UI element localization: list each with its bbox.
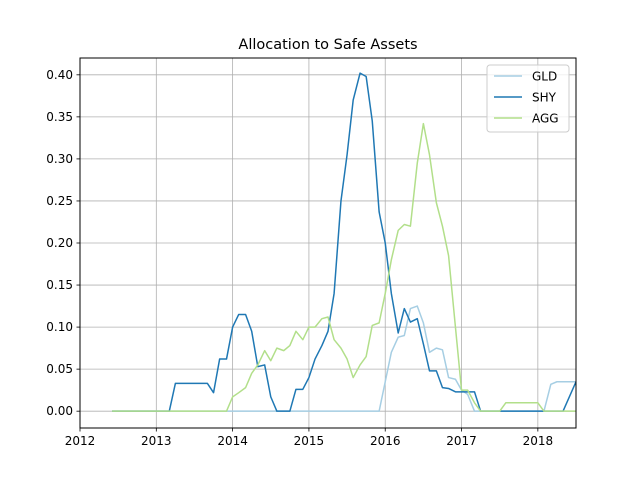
series-line-agg [112,122,576,412]
y-tick-label: 0.15 [46,278,73,292]
y-tick-label: 0.35 [46,110,73,124]
legend: GLD SHY AGG [486,64,570,133]
x-tick-label: 2018 [523,434,554,448]
y-axis: 0.00 0.05 0.10 0.15 0.20 0.25 0.30 0.35 0.40 [46,68,80,418]
y-tick-label: 0.00 [46,404,73,418]
y-tick-label: 0.40 [46,68,73,82]
series-layer [112,72,576,412]
y-tick-label: 0.20 [46,236,73,250]
x-tick-label: 2016 [370,434,401,448]
x-tick-label: 2014 [217,434,248,448]
y-tick-label: 0.30 [46,152,73,166]
series-line-shy [112,72,576,412]
legend-label-agg: AGG [532,112,559,126]
x-axis: 2012 2013 2014 2015 2016 2017 2018 [65,428,553,448]
y-tick-label: 0.25 [46,194,73,208]
legend-label-shy: SHY [532,91,557,105]
chart-title: Allocation to Safe Assets [238,37,417,53]
x-tick-label: 2015 [294,434,325,448]
y-tick-label: 0.10 [46,320,73,334]
legend-box [486,64,570,133]
y-tick-label: 0.05 [46,362,73,376]
x-tick-label: 2017 [446,434,477,448]
x-tick-label: 2013 [141,434,172,448]
x-tick-label: 2012 [65,434,96,448]
legend-label-gld: GLD [532,70,557,84]
